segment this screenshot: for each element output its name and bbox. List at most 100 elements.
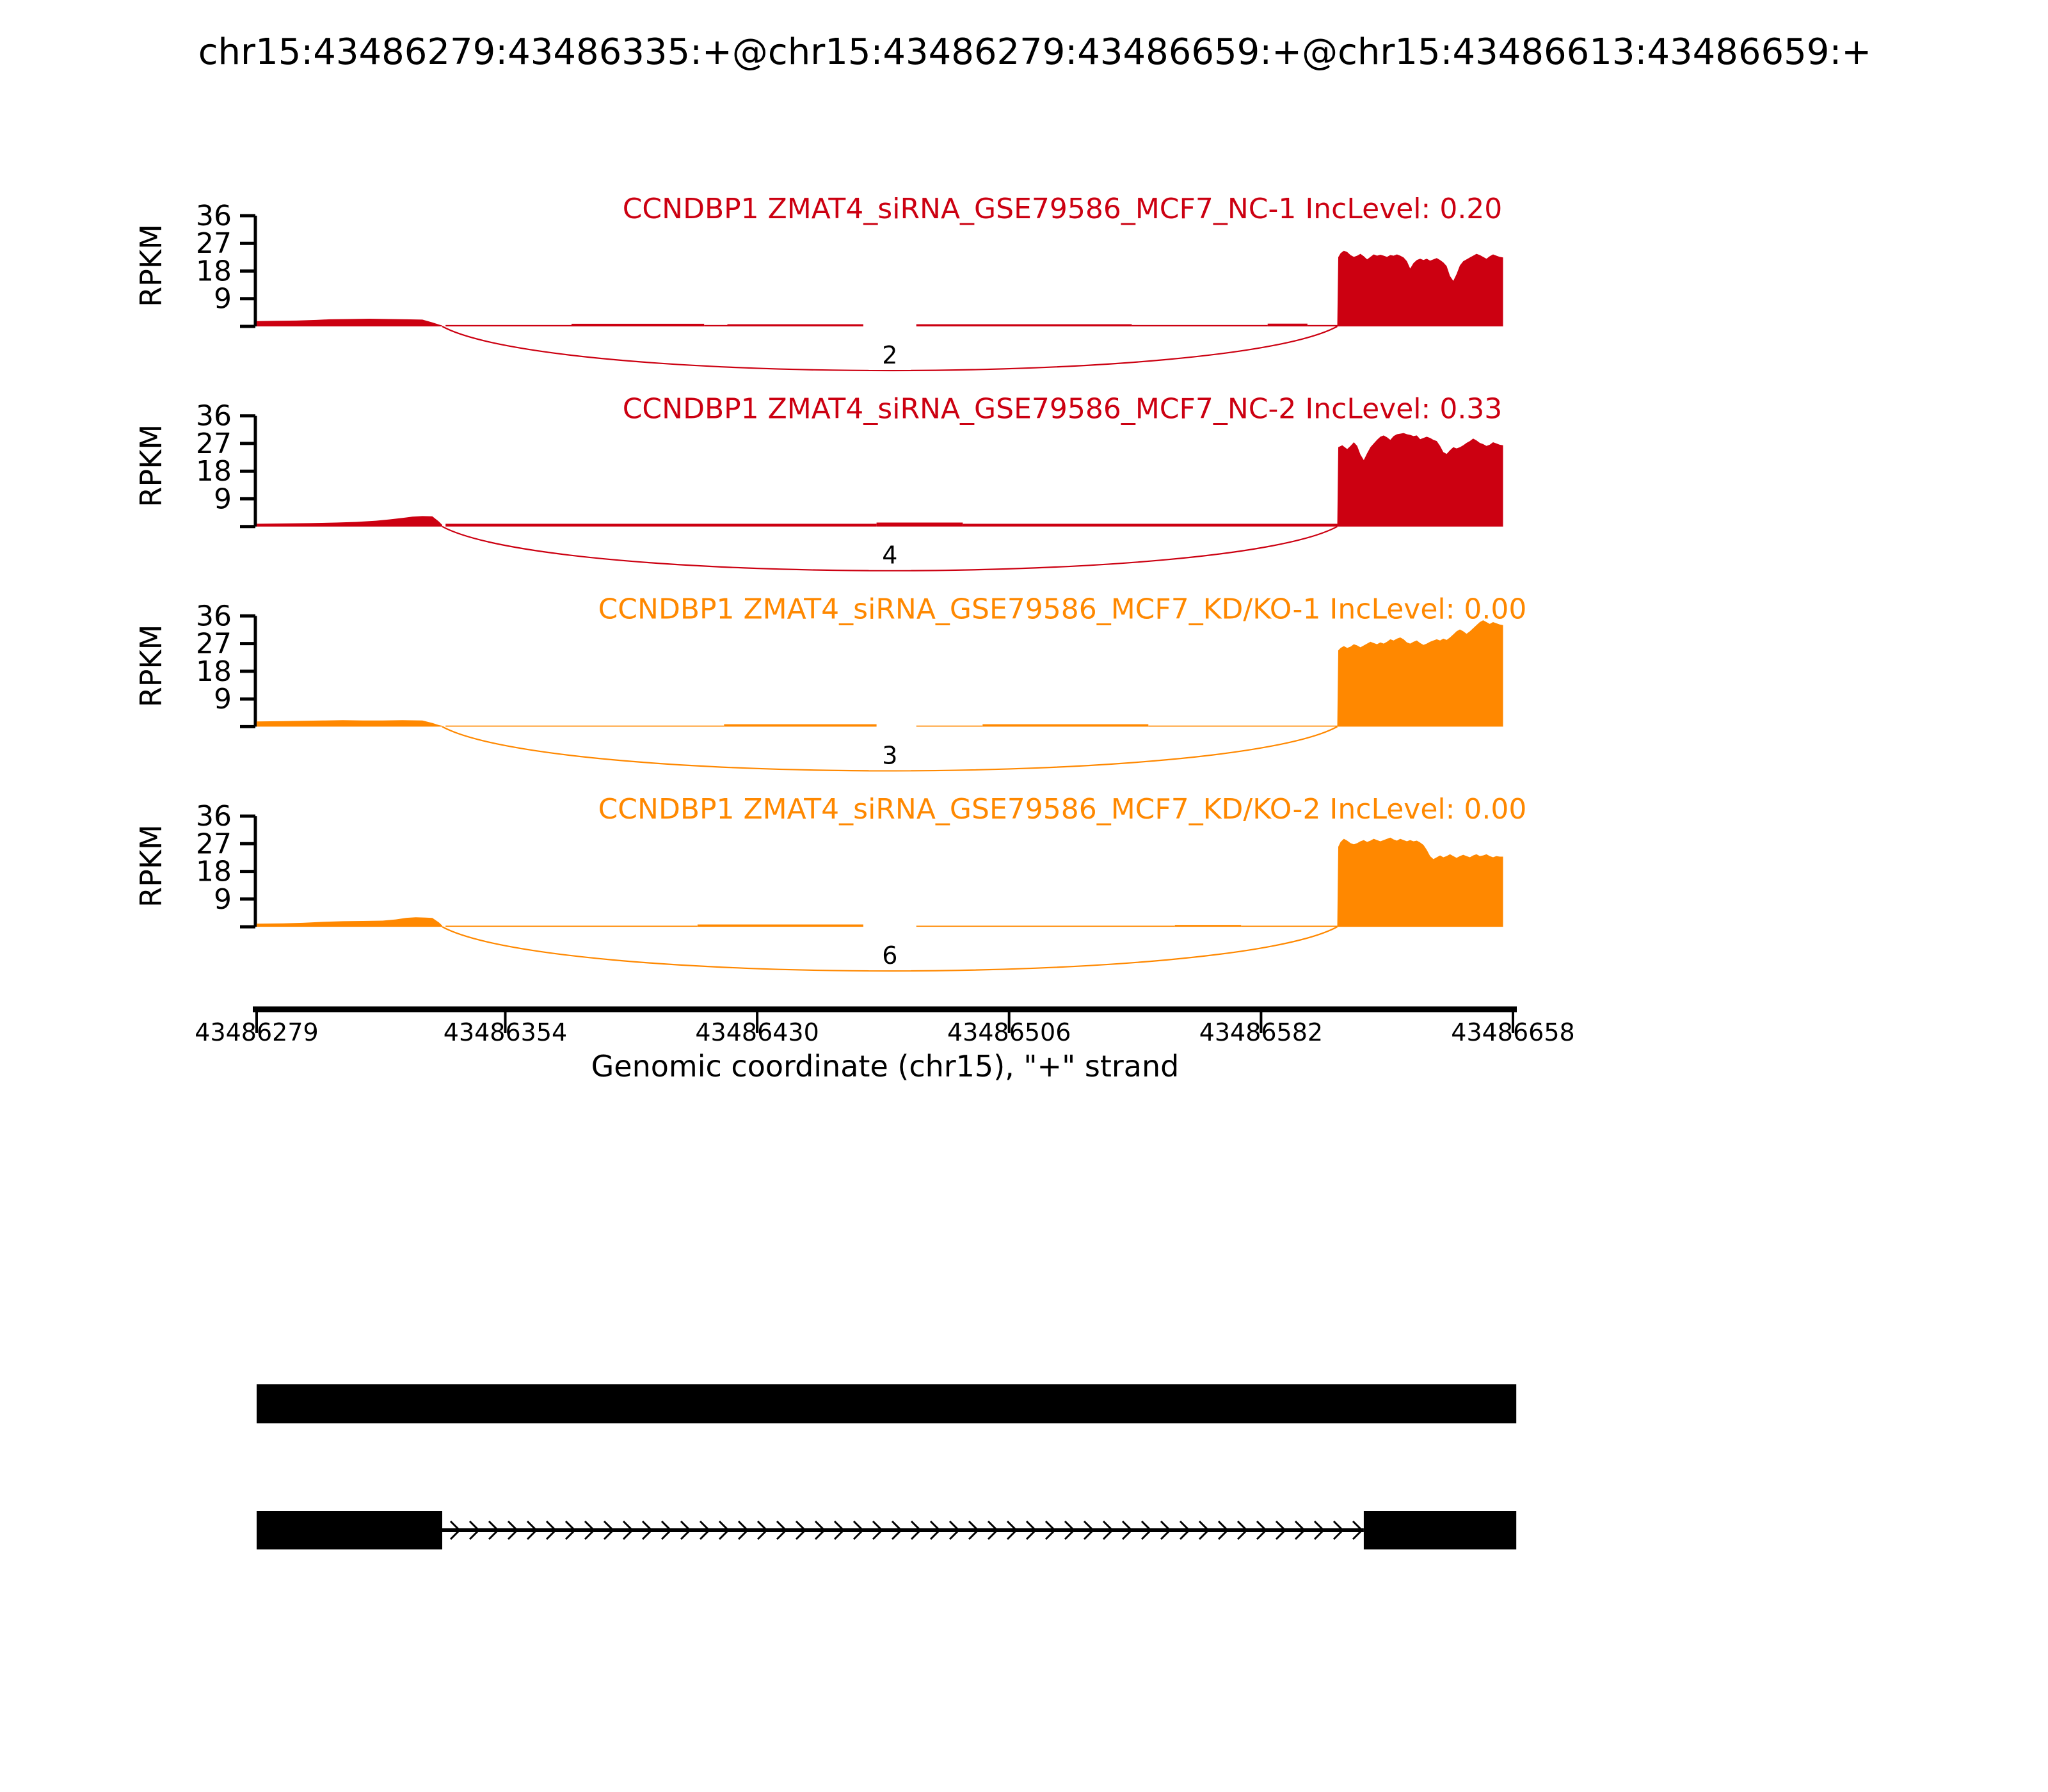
isoform-1 (257, 1384, 1517, 1423)
coverage-intron-segment (982, 724, 1149, 727)
strand-arrow (699, 1520, 711, 1540)
junction-label-bg (868, 737, 911, 771)
y-tick-label: 18 (196, 856, 232, 888)
strand-arrow (814, 1520, 826, 1540)
coverage-intron-segment (876, 522, 963, 527)
x-tick-label: 43486658 (1451, 1018, 1574, 1046)
strand-arrow (564, 1520, 577, 1540)
strand-arrow (910, 1520, 922, 1540)
strand-arrow (1332, 1520, 1345, 1540)
coverage-intron-segment (916, 925, 1175, 927)
y-tick-label: 27 (196, 628, 232, 660)
y-tick-label: 36 (196, 200, 232, 232)
coverage-intron-segment (572, 323, 705, 326)
coverage-intron-segment (445, 324, 572, 326)
junction-arc (442, 326, 1338, 372)
coverage-intron-segment (724, 724, 877, 727)
coverage-intron-segment (445, 925, 698, 927)
y-axis-title: RPKM (134, 224, 168, 307)
exon (257, 1384, 1517, 1423)
isoform-2 (257, 1511, 1517, 1549)
strand-arrow (545, 1520, 557, 1540)
strand-arrow (1102, 1520, 1114, 1540)
x-axis-title: Genomic coordinate (chr15), "+" strand (591, 1049, 1180, 1084)
coverage-intron-segment (727, 324, 863, 326)
strand-arrow (1083, 1520, 1095, 1540)
strand-arrow (1198, 1520, 1210, 1540)
strand-arrow (737, 1520, 749, 1540)
coverage-intron-segment (697, 924, 863, 927)
junction-arc (442, 525, 1338, 572)
x-tick-label: 43486430 (695, 1018, 819, 1046)
strand-arrow (1313, 1520, 1325, 1540)
strand-arrow (756, 1520, 769, 1540)
plot-title: chr15:43486279:43486335:+@chr15:43486279… (198, 31, 1871, 73)
strand-arrow (1236, 1520, 1249, 1540)
strand-arrow (1006, 1520, 1018, 1540)
strand-arrow (776, 1520, 788, 1540)
strand-arrow (526, 1520, 538, 1540)
y-axis-title: RPKM (134, 424, 168, 508)
strand-arrow (872, 1520, 884, 1540)
y-tick-label: 36 (196, 800, 232, 833)
strand-arrow (1140, 1520, 1153, 1540)
coverage-intron-segment (963, 524, 1338, 527)
strand-arrow (603, 1520, 615, 1540)
gene-model (257, 1384, 1517, 1549)
coverage-exon1 (257, 720, 442, 727)
y-tick-label: 36 (196, 600, 232, 632)
strand-arrow (718, 1520, 730, 1540)
strand-arrow (1256, 1520, 1268, 1540)
strand-arrow (622, 1520, 634, 1540)
y-axis-title: RPKM (134, 824, 168, 908)
coverage-intron-segment (445, 725, 724, 727)
strand-arrow (1294, 1520, 1306, 1540)
strand-arrow (795, 1520, 807, 1540)
y-tick-label: 18 (196, 455, 232, 488)
y-tick-label: 27 (196, 428, 232, 460)
y-tick-label: 18 (196, 655, 232, 688)
coverage-intron-segment (445, 524, 877, 527)
coverage-exon1 (257, 319, 442, 326)
track-title: CCNDBP1 ZMAT4_siRNA_GSE79586_MCF7_NC-1 I… (623, 193, 1503, 225)
strand-arrow (449, 1520, 461, 1540)
strand-arrow (680, 1520, 692, 1540)
strand-arrow (641, 1520, 653, 1540)
y-axis-title: RPKM (134, 625, 168, 708)
strand-arrow (968, 1520, 980, 1540)
track-title: CCNDBP1 ZMAT4_siRNA_GSE79586_MCF7_KD/KO-… (598, 593, 1527, 625)
strand-arrow (1025, 1520, 1037, 1540)
strand-arrow (660, 1520, 673, 1540)
junction-label-bg (868, 937, 911, 971)
strand-arrow (1179, 1520, 1191, 1540)
strand-arrow (1217, 1520, 1229, 1540)
coverage-exon1 (257, 516, 442, 527)
junction-arc (442, 726, 1338, 772)
x-tick-label: 43486582 (1199, 1018, 1323, 1046)
coverage-intron-segment (1132, 324, 1268, 326)
y-tick-label: 18 (196, 255, 232, 288)
strand-arrow (1044, 1520, 1057, 1540)
junction-read-count: 2 (882, 341, 897, 369)
x-tick-label: 43486506 (947, 1018, 1071, 1046)
x-tick-label: 43486279 (195, 1018, 318, 1046)
strand-arrow (1275, 1520, 1287, 1540)
coverage-exon2 (1337, 837, 1503, 927)
junction-label-bg (868, 536, 911, 570)
strand-arrow (468, 1520, 481, 1540)
junction-read-count: 6 (882, 941, 897, 970)
coverage-exon2 (1337, 433, 1503, 527)
strand-arrow (948, 1520, 961, 1540)
strand-arrow (987, 1520, 999, 1540)
coverage-exon2 (1337, 620, 1503, 727)
coverage-intron-segment (1148, 725, 1338, 727)
track-title: CCNDBP1 ZMAT4_siRNA_GSE79586_MCF7_KD/KO-… (598, 793, 1527, 826)
coverage-intron-segment (916, 725, 983, 727)
exon (1363, 1511, 1517, 1549)
